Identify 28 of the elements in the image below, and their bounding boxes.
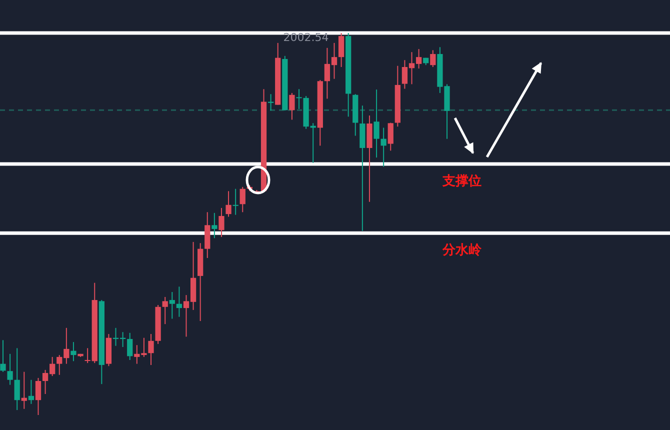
candlestick [204,212,210,258]
candlestick [380,127,386,168]
candlestick [240,186,246,213]
ref-line-label: 支撑位 [442,174,482,190]
candlestick [232,188,238,216]
candlestick [388,122,394,152]
candlestick [374,89,380,158]
candlestick [162,296,168,325]
candlestick [70,342,76,362]
candlestick [226,190,232,218]
candlestick [218,207,224,238]
ref-line-label: 分水岭 [442,243,482,258]
candlestick [14,348,20,411]
candlestick [212,212,218,239]
candlestick [148,334,154,366]
annotation: 2002.54 [283,31,329,44]
candlestick [21,371,27,410]
candlestick [0,340,6,372]
candlestick [289,92,295,120]
candlestick [430,50,436,68]
candlestick [28,379,34,404]
candlestick [338,32,344,68]
candlestick [35,377,42,416]
candlestick [296,88,302,110]
candlestick [7,353,13,386]
candlestick [176,286,182,318]
candlestick [127,332,133,360]
candlestick [169,291,175,320]
